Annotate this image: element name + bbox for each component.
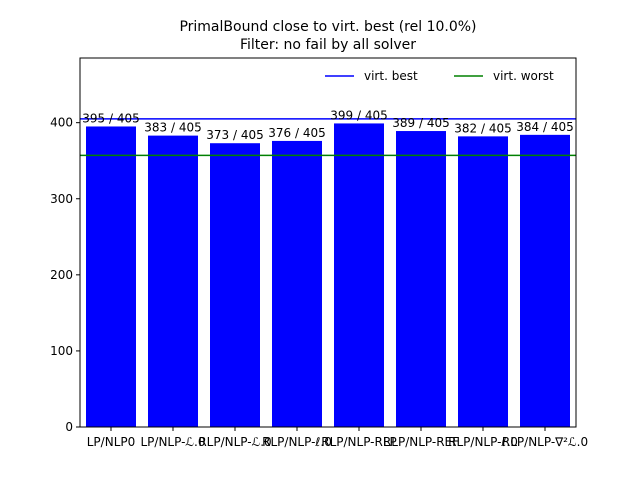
- y-tick-label: 100: [50, 344, 73, 358]
- x-tick-label: RLP/NLP-∇²ℒ.0: [502, 435, 588, 449]
- plot-frame: [79, 57, 577, 428]
- y-tick-label: 200: [50, 268, 73, 282]
- data-label: 399 / 405: [330, 108, 387, 122]
- y-tick-label: 0: [65, 420, 73, 434]
- x-tick-label: RLP/NLP-ℒ.0: [198, 435, 271, 449]
- data-label: 382 / 405: [454, 121, 511, 135]
- data-label: 395 / 405: [82, 111, 139, 125]
- x-tick-label: RLP/NLP-ℓ.0: [448, 435, 518, 449]
- x-axis: LP/NLP0 LP/NLP-ℒ.0RLP/NLP-ℒ.0RLP/NLP-ℓ.0R…: [87, 427, 588, 449]
- bar: [334, 123, 384, 427]
- data-labels: 395 / 405 383 / 405 373 / 405 376 / 405 399 …: [82, 108, 573, 142]
- bar: [210, 143, 260, 427]
- x-tick-label: RLP/NLP-ℓ.0: [262, 435, 332, 449]
- bar: [458, 136, 508, 428]
- x-tick-label: RLP/NLP-REF: [383, 435, 459, 449]
- bar: [86, 126, 136, 427]
- bar: [520, 134, 570, 427]
- x-tick-label: RLP/NLP-RLP: [321, 435, 397, 449]
- data-label: 373 / 405: [206, 128, 263, 142]
- y-tick-label: 300: [50, 192, 73, 206]
- bar: [396, 131, 446, 427]
- bar: [148, 135, 198, 427]
- chart-subtitle: Filter: no fail by all solver: [240, 37, 416, 53]
- bars-layer: [86, 123, 570, 428]
- data-label: 384 / 405: [516, 120, 573, 134]
- legend-label: virt. worst: [493, 69, 554, 83]
- x-tick-label: LP/NLP0: [87, 435, 136, 449]
- legend: virt. best virt. worst: [325, 69, 554, 83]
- y-tick-label: 400: [50, 116, 73, 130]
- data-label: 376 / 405: [268, 126, 325, 140]
- chart-title: PrimalBound close to virt. best (rel 10.…: [179, 19, 476, 35]
- data-label: 383 / 405: [144, 121, 201, 135]
- legend-label: virt. best: [364, 69, 418, 83]
- x-tick-label: LP/NLP-ℒ.0: [140, 435, 205, 449]
- y-axis: 0 100 200 300 400: [50, 116, 80, 434]
- reference-lines: [80, 118, 576, 157]
- bar: [272, 140, 322, 427]
- data-label: 389 / 405: [392, 116, 449, 130]
